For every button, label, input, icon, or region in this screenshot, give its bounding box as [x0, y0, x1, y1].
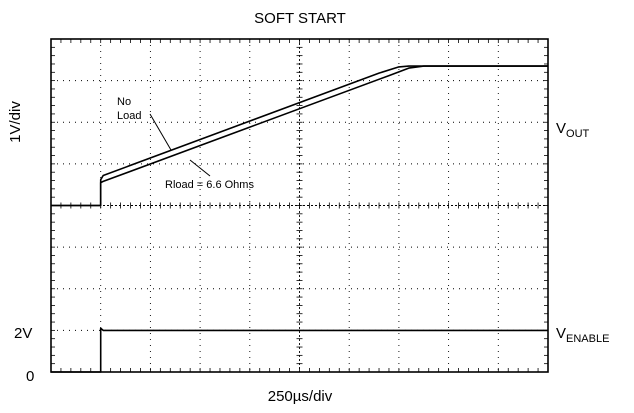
rload-annotation: Rload = 6.6 Ohms	[165, 179, 254, 191]
y-tick-label-2v: 2V	[14, 325, 32, 342]
plot-border	[50, 38, 549, 373]
no-load-annotation-line1: No	[117, 96, 131, 108]
trace-2	[51, 327, 548, 373]
venable-label-main: V	[556, 325, 566, 342]
minor-ticks	[50, 38, 549, 373]
no-load-annotation-line2: Load	[117, 110, 141, 122]
x-axis-label: 250µs/div	[268, 388, 333, 405]
no-load-pointer	[149, 113, 172, 151]
rload-pointer	[189, 159, 211, 177]
vout-label-sub: OUT	[566, 128, 590, 140]
y-axis-label: 1V/div	[7, 101, 24, 143]
venable-label-sub: ENABLE	[566, 333, 609, 345]
vout-label: VOUT	[556, 120, 590, 140]
trace-1	[51, 65, 548, 207]
venable-label: VENABLE	[556, 325, 609, 345]
y-tick-label-0: 0	[26, 368, 34, 385]
chart-title: SOFT START	[254, 10, 346, 27]
vout-label-main: V	[556, 120, 566, 137]
